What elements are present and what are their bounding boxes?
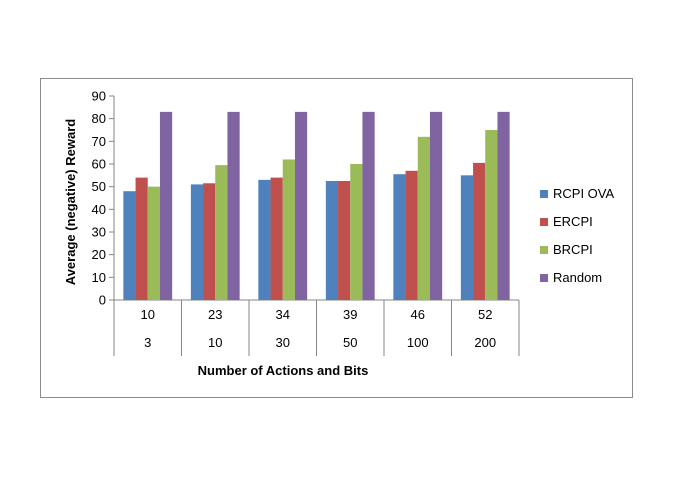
y-tick-label: 80: [92, 111, 106, 126]
y-tick-label: 90: [92, 89, 106, 104]
bar-random: [429, 111, 443, 300]
legend-swatch: [540, 190, 548, 198]
bar-rcpi-ova: [190, 184, 204, 300]
legend-label: BRCPI: [553, 242, 593, 257]
legend-swatch: [540, 218, 548, 226]
plot-area: 0 10 20 30 40 50 60 70 80 90 10 3 23 10 34 30 39 50 46 100 5…: [92, 89, 520, 356]
y-tick-label: 30: [92, 225, 106, 240]
x-category-label-bits: 100: [407, 335, 429, 350]
x-category-label-actions: 39: [343, 307, 357, 322]
bar-random: [362, 111, 375, 300]
bar-brcpi: [215, 165, 228, 300]
legend-label: Random: [553, 270, 602, 285]
x-category-label-actions: 10: [141, 307, 155, 322]
y-tick-label: 0: [99, 293, 106, 308]
bar-random: [497, 111, 510, 300]
bar-rcpi-ova: [393, 174, 406, 300]
x-category-label-actions: 52: [478, 307, 492, 322]
x-category-label-actions: 34: [276, 307, 290, 322]
bar-chart: Average (negative) Reward Number of Acti…: [63, 89, 614, 379]
bar-ercpi: [338, 181, 351, 300]
bar-random: [159, 111, 173, 300]
bar-brcpi: [147, 186, 160, 300]
bar-ercpi: [473, 162, 486, 300]
x-category-label-bits: 30: [276, 335, 290, 350]
bar-rcpi-ova: [123, 191, 136, 300]
legend-label: RCPI OVA: [553, 186, 614, 201]
y-tick-label: 60: [92, 157, 106, 172]
legend-label: ERCPI: [553, 214, 593, 229]
chart-frame: Average (negative) Reward Number of Acti…: [40, 78, 633, 398]
bar-brcpi: [282, 159, 295, 300]
legend-swatch: [540, 246, 548, 254]
bar-brcpi: [350, 164, 363, 300]
bar-random: [227, 111, 240, 300]
bar-ercpi: [405, 170, 418, 300]
bar-ercpi: [270, 177, 283, 300]
bar-rcpi-ova: [460, 175, 474, 300]
legend-swatch: [540, 274, 548, 282]
bar-brcpi: [485, 130, 498, 300]
y-tick-label: 20: [92, 247, 106, 262]
y-tick-label: 50: [92, 179, 106, 194]
y-axis-title: Average (negative) Reward: [63, 119, 78, 285]
bar-ercpi: [135, 177, 148, 300]
x-axis-title: Number of Actions and Bits: [198, 363, 369, 378]
bar-brcpi: [417, 136, 430, 300]
legend: RCPI OVA ERCPI BRCPI Random: [540, 186, 614, 285]
y-tick-label: 70: [92, 134, 106, 149]
bar-random: [294, 111, 308, 300]
x-category-label-bits: 3: [144, 335, 151, 350]
x-category-label-actions: 23: [208, 307, 222, 322]
bar-ercpi: [203, 183, 216, 300]
x-category-label-bits: 50: [343, 335, 357, 350]
bar-rcpi-ova: [258, 179, 271, 300]
y-tick-label: 40: [92, 202, 106, 217]
x-category-label-bits: 200: [474, 335, 496, 350]
y-tick-label: 10: [92, 270, 106, 285]
x-category-label-bits: 10: [208, 335, 222, 350]
bar-rcpi-ova: [325, 181, 339, 300]
x-category-label-actions: 46: [411, 307, 425, 322]
